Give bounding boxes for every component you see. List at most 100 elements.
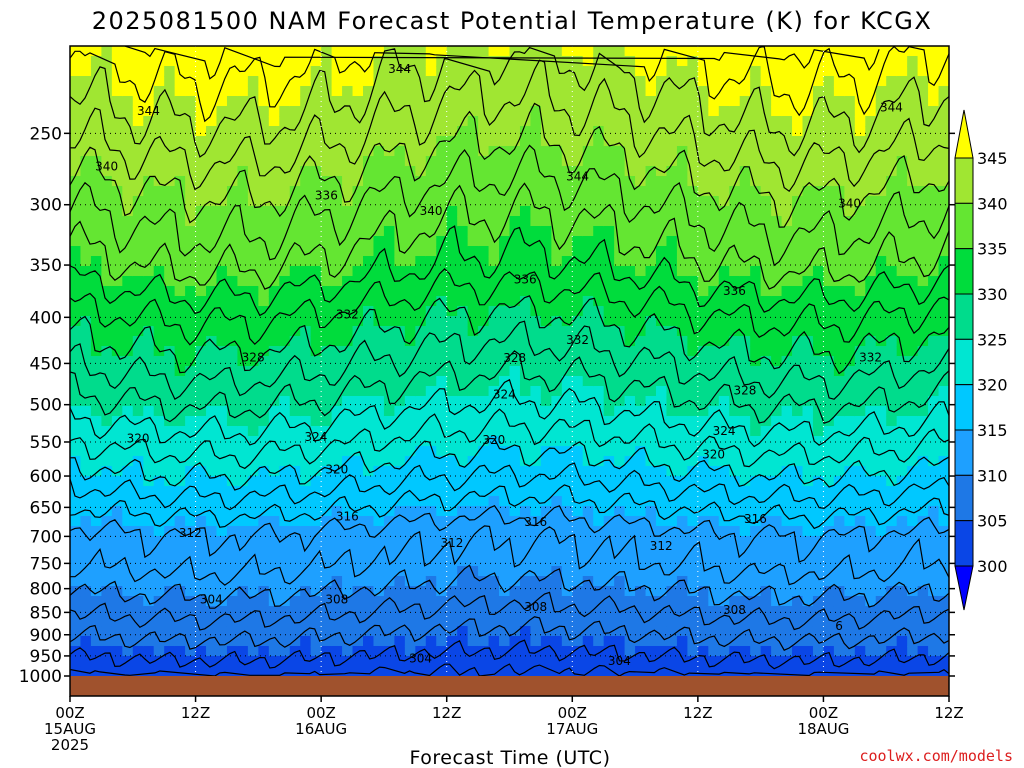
theta-cell bbox=[729, 46, 741, 57]
theta-cell bbox=[363, 536, 375, 547]
theta-cell bbox=[687, 66, 699, 77]
theta-cell bbox=[760, 366, 772, 377]
theta-cell bbox=[854, 456, 866, 467]
theta-cell bbox=[572, 516, 584, 527]
theta-cell bbox=[101, 216, 113, 227]
theta-cell bbox=[499, 516, 511, 527]
theta-cell bbox=[666, 536, 678, 547]
theta-cell bbox=[750, 46, 762, 57]
theta-cell bbox=[478, 556, 490, 567]
theta-cell bbox=[708, 436, 720, 447]
theta-cell bbox=[289, 666, 301, 676]
theta-cell bbox=[195, 96, 207, 107]
theta-cell bbox=[593, 56, 605, 67]
theta-cell bbox=[854, 416, 866, 427]
theta-cell bbox=[279, 336, 291, 347]
theta-cell bbox=[373, 356, 385, 367]
theta-cell bbox=[750, 366, 762, 377]
theta-cell bbox=[833, 96, 845, 107]
theta-cell bbox=[70, 186, 82, 197]
theta-cell bbox=[499, 406, 511, 417]
theta-cell bbox=[750, 526, 762, 537]
theta-cell bbox=[540, 376, 552, 387]
theta-cell bbox=[781, 406, 793, 417]
theta-cell bbox=[195, 386, 207, 397]
theta-cell bbox=[865, 246, 877, 257]
theta-cell bbox=[635, 86, 647, 97]
theta-cell bbox=[530, 496, 542, 507]
theta-cell bbox=[488, 66, 500, 77]
theta-cell bbox=[363, 616, 375, 627]
theta-cell bbox=[425, 546, 437, 557]
theta-cell bbox=[488, 106, 500, 117]
theta-cell bbox=[656, 136, 668, 147]
theta-cell bbox=[226, 206, 239, 217]
theta-cell bbox=[854, 476, 866, 487]
theta-cell bbox=[153, 136, 165, 147]
theta-cell bbox=[310, 396, 322, 407]
theta-cell bbox=[394, 566, 406, 577]
theta-cell bbox=[394, 226, 406, 237]
theta-cell bbox=[729, 196, 741, 207]
theta-cell bbox=[195, 76, 207, 87]
theta-cell bbox=[446, 446, 458, 457]
theta-cell bbox=[352, 416, 364, 427]
theta-cell bbox=[561, 636, 573, 647]
theta-cell bbox=[268, 376, 280, 387]
theta-cell bbox=[750, 86, 762, 97]
theta-cell bbox=[886, 556, 898, 567]
theta-cell bbox=[174, 416, 186, 427]
theta-cell bbox=[383, 266, 395, 277]
theta-cell bbox=[771, 656, 783, 667]
theta-cell bbox=[792, 156, 804, 167]
theta-cell bbox=[771, 336, 783, 347]
theta-cell bbox=[342, 326, 354, 337]
theta-cell bbox=[530, 636, 542, 647]
theta-cell bbox=[206, 526, 218, 537]
theta-cell bbox=[321, 206, 333, 217]
theta-cell bbox=[656, 226, 668, 237]
theta-cell bbox=[865, 336, 877, 347]
theta-cell bbox=[394, 336, 406, 347]
theta-cell bbox=[812, 646, 825, 657]
theta-cell bbox=[373, 336, 385, 347]
theta-cell bbox=[865, 106, 877, 117]
theta-cell bbox=[101, 646, 113, 657]
theta-cell bbox=[247, 126, 259, 137]
theta-cell bbox=[886, 416, 898, 427]
theta-cell bbox=[195, 326, 207, 337]
theta-cell bbox=[268, 46, 280, 57]
theta-cell bbox=[237, 656, 249, 667]
theta-cell bbox=[90, 446, 102, 457]
theta-cell bbox=[488, 566, 500, 577]
theta-cell bbox=[425, 436, 437, 447]
theta-cell bbox=[708, 86, 720, 97]
theta-cell bbox=[854, 46, 866, 57]
theta-cell bbox=[394, 286, 406, 297]
theta-cell bbox=[676, 436, 688, 447]
theta-cell bbox=[247, 106, 259, 117]
theta-cell bbox=[216, 266, 228, 277]
theta-cell bbox=[614, 256, 626, 267]
theta-cell bbox=[373, 606, 385, 617]
theta-cell bbox=[206, 206, 218, 217]
theta-cell bbox=[279, 276, 291, 287]
theta-cell bbox=[687, 266, 699, 277]
theta-cell bbox=[457, 476, 469, 487]
theta-cell bbox=[561, 166, 573, 177]
theta-cell bbox=[854, 666, 866, 676]
theta-cell bbox=[718, 46, 730, 57]
theta-cell bbox=[666, 56, 678, 67]
theta-cell bbox=[666, 466, 678, 477]
theta-cell bbox=[101, 356, 113, 367]
theta-cell bbox=[122, 576, 134, 587]
theta-cell bbox=[645, 426, 657, 437]
theta-cell bbox=[666, 206, 678, 217]
theta-cell bbox=[676, 586, 688, 597]
theta-cell bbox=[226, 66, 239, 77]
theta-cell bbox=[101, 566, 113, 577]
theta-cell bbox=[268, 106, 280, 117]
theta-cell bbox=[781, 576, 793, 587]
theta-cell bbox=[760, 536, 772, 547]
theta-cell bbox=[363, 646, 375, 657]
